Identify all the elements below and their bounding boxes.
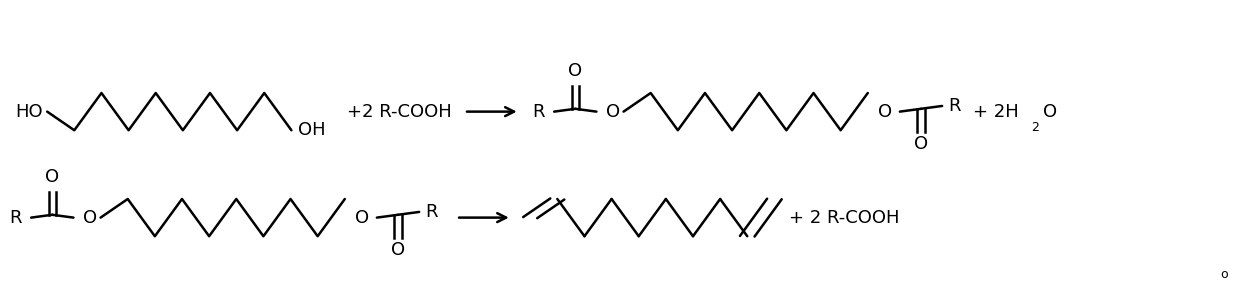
- Text: R: R: [425, 203, 437, 221]
- Text: O: O: [354, 208, 369, 227]
- Text: O: O: [877, 102, 892, 121]
- Text: HO: HO: [15, 102, 42, 121]
- Text: R: R: [9, 208, 21, 227]
- Text: O: O: [83, 208, 98, 227]
- Text: O: O: [392, 241, 405, 258]
- Text: + 2 R-COOH: + 2 R-COOH: [789, 208, 900, 227]
- Text: 2: 2: [1031, 121, 1038, 134]
- Text: +2 R-COOH: +2 R-COOH: [347, 102, 452, 121]
- Text: O: O: [606, 102, 621, 121]
- Text: O: O: [46, 168, 59, 186]
- Text: R: R: [532, 102, 544, 121]
- Text: O: O: [914, 135, 928, 153]
- Text: O: O: [1043, 102, 1057, 121]
- Text: o: o: [1220, 268, 1228, 281]
- Text: + 2H: + 2H: [973, 102, 1018, 121]
- Text: O: O: [569, 62, 582, 80]
- Text: R: R: [948, 97, 960, 115]
- Text: OH: OH: [297, 121, 325, 139]
